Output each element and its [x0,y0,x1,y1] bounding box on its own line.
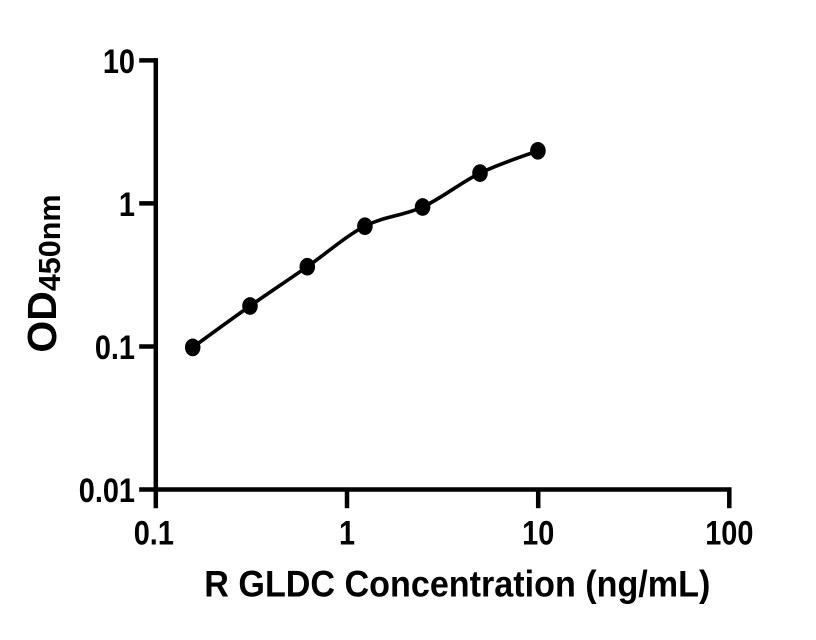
svg-text:OD450nm: OD450nm [19,195,67,353]
svg-text:10: 10 [103,42,135,81]
svg-text:100: 100 [705,513,753,552]
svg-text:1: 1 [119,185,135,224]
svg-text:R GLDC Concentration (ng/mL): R GLDC Concentration (ng/mL) [204,563,710,605]
svg-text:0.01: 0.01 [79,471,135,510]
svg-text:1: 1 [339,513,355,552]
svg-text:0.1: 0.1 [134,513,174,552]
svg-text:0.1: 0.1 [95,328,135,367]
svg-text:10: 10 [522,513,554,552]
